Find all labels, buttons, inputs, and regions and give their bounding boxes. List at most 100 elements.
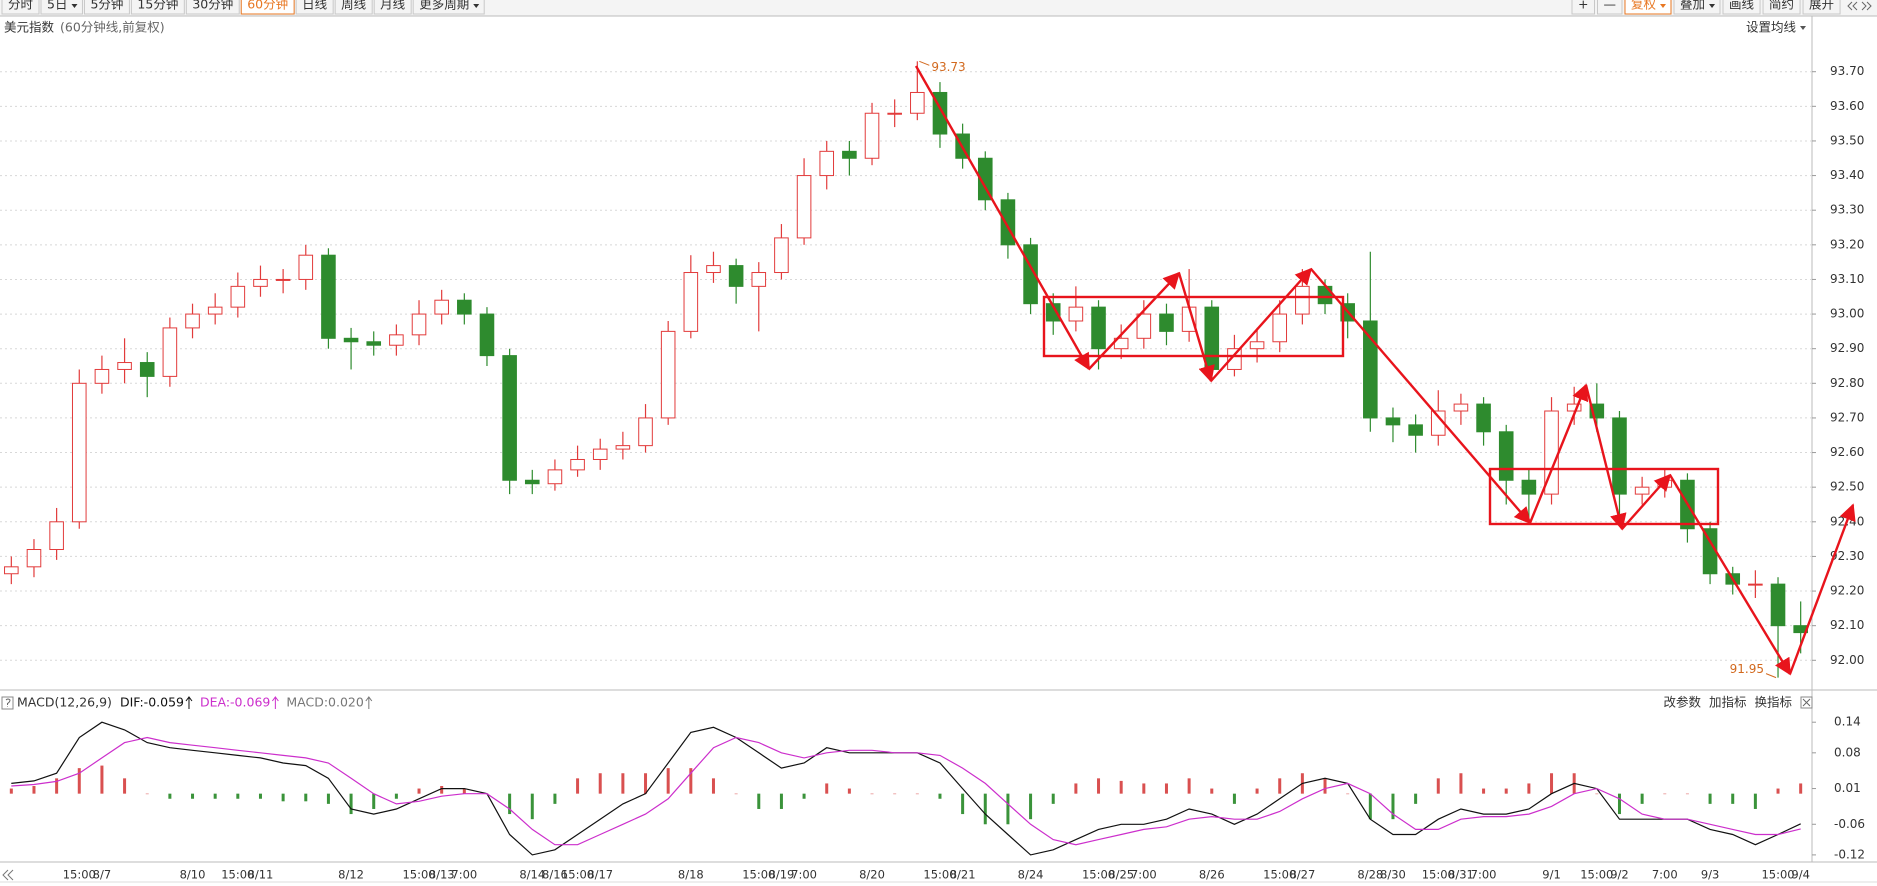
toolbar-button-frame[interactable]: [1596, 0, 1623, 15]
candle-body: [774, 237, 789, 274]
trend-arrow: [1788, 503, 1856, 675]
dropdown-arrow[interactable]: [1709, 4, 1716, 8]
x-tick-label: 8/7: [93, 868, 112, 882]
help-icon[interactable]: [1, 696, 14, 710]
toolbar-button-frame[interactable]: [1624, 0, 1672, 15]
candle-body: [162, 327, 178, 377]
toolbar-button-frame[interactable]: [1, 0, 40, 15]
x-tick-label: 8/13: [429, 868, 455, 882]
y-tick-label: -0.06: [1834, 817, 1865, 831]
candle-body: [638, 417, 653, 447]
toolbar-button[interactable]: +: [1578, 0, 1588, 12]
collapse-icon[interactable]: [1847, 1, 1872, 11]
toolbar-button-frame[interactable]: [295, 0, 334, 15]
macd-bar: [1753, 793, 1757, 809]
indicator-button[interactable]: 换指标: [1754, 695, 1792, 710]
y-tick-label: 92.20: [1830, 584, 1864, 598]
indicator-button[interactable]: 加指标: [1709, 695, 1747, 710]
macd-bar: [598, 773, 602, 794]
toolbar-button-frame[interactable]: [40, 0, 83, 15]
macd-bar: [1346, 793, 1350, 795]
toolbar-button[interactable]: 叠加: [1680, 0, 1705, 12]
toolbar-button[interactable]: 展开: [1809, 0, 1834, 12]
toolbar-button[interactable]: 复权: [1631, 0, 1657, 12]
scroll-left-icon[interactable]: [2, 869, 14, 881]
toolbar-button[interactable]: 日线: [302, 0, 328, 12]
dropdown-arrow[interactable]: [473, 4, 480, 8]
candle-body: [910, 91, 925, 114]
macd-bar: [938, 793, 942, 799]
toolbar-button-frame[interactable]: [1673, 0, 1721, 15]
toolbar-button[interactable]: 周线: [341, 0, 367, 12]
macd-bar: [621, 773, 625, 794]
toolbar-button-frame[interactable]: [334, 0, 373, 15]
macd-bar: [417, 788, 421, 794]
macd-line: [11, 736, 1801, 846]
macd-bar: [394, 793, 398, 799]
toolbar-button[interactable]: 简约: [1769, 0, 1794, 12]
x-tick-label: 15:00: [923, 868, 956, 882]
toolbar-button[interactable]: 30分钟: [192, 0, 233, 12]
candle-body: [887, 112, 902, 115]
macd-bar: [1550, 773, 1554, 794]
toolbar-button[interactable]: —: [1603, 0, 1616, 12]
close-glyph: [1802, 698, 1811, 707]
y-tick-label: 0.14: [1834, 715, 1861, 729]
indicator-readout: MACD:0.020: [286, 695, 364, 710]
x-tick-label: 8/18: [678, 868, 704, 882]
toolbar-button-frame[interactable]: [373, 0, 412, 15]
y-tick-label: 93.60: [1830, 99, 1864, 113]
toolbar-button-frame[interactable]: [1762, 0, 1801, 15]
dropdown-arrow[interactable]: [1660, 4, 1666, 8]
max-label: 93.73: [931, 60, 965, 74]
toolbar-button[interactable]: 5日: [47, 0, 67, 12]
close-indicator-button[interactable]: [1800, 696, 1813, 709]
dropdown-arrow[interactable]: [71, 4, 78, 8]
candle-body: [1634, 486, 1650, 495]
y-tick-label: 92.80: [1830, 376, 1864, 390]
toolbar-button-frame[interactable]: [240, 0, 295, 15]
trend-arrow: [914, 65, 1091, 371]
toolbar-button-frame[interactable]: [1571, 0, 1595, 15]
candle-body: [842, 150, 857, 159]
x-tick-label: 8/12: [338, 868, 364, 882]
macd-bar: [825, 783, 829, 794]
toolbar-button[interactable]: 5分钟: [90, 0, 123, 12]
toolbar-button-frame[interactable]: [1722, 0, 1761, 15]
toolbar-button-frame[interactable]: [185, 0, 240, 15]
macd-bar: [258, 793, 262, 799]
candle-body: [1091, 306, 1106, 350]
indicator-button[interactable]: 改参数: [1663, 695, 1701, 710]
macd-bar: [1187, 778, 1191, 794]
x-tick-label: 7:00: [451, 868, 477, 882]
macd-bar: [530, 793, 534, 820]
y-tick-label: 93.10: [1830, 272, 1864, 286]
toolbar-button-frame[interactable]: [83, 0, 130, 15]
toolbar-button-frame[interactable]: [130, 0, 185, 15]
toolbar-button[interactable]: 更多周期: [419, 0, 469, 12]
y-tick-label: 92.00: [1830, 653, 1864, 667]
y-tick-label: 93.70: [1830, 64, 1864, 78]
ma-settings-button[interactable]: 设置均线: [1746, 20, 1797, 35]
macd-bar: [1799, 783, 1803, 794]
x-tick-label: 9/1: [1542, 868, 1561, 882]
toolbar-button[interactable]: 画线: [1729, 0, 1755, 12]
toolbar-button-frame[interactable]: [412, 0, 485, 15]
x-tick-label: 8/24: [1018, 868, 1044, 882]
macd-bar: [1414, 793, 1418, 804]
trend-arrow: [1088, 271, 1181, 370]
toolbar-button[interactable]: 15分钟: [137, 0, 178, 12]
toolbar-button[interactable]: 月线: [380, 0, 406, 12]
toolbar-button[interactable]: 60分钟: [247, 0, 288, 12]
candle-body: [1159, 313, 1174, 332]
macd-bar: [168, 793, 172, 799]
indicator-readout: DEA:-0.069: [200, 695, 270, 710]
dropdown-arrow[interactable]: [1800, 26, 1806, 30]
candle-body: [1612, 417, 1627, 495]
macd-bar: [1119, 780, 1123, 794]
toolbar-button[interactable]: 分时: [8, 0, 34, 12]
toolbar-button-frame[interactable]: [1802, 0, 1841, 15]
macd-bar: [1595, 793, 1599, 795]
x-tick-label: 8/17: [587, 868, 613, 882]
